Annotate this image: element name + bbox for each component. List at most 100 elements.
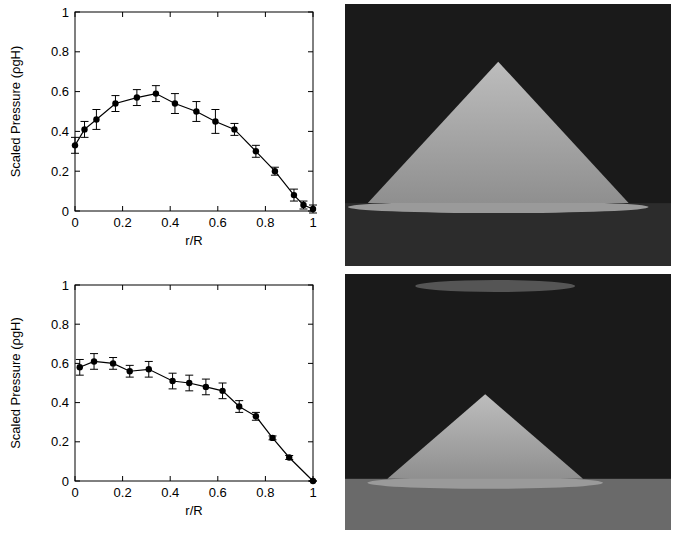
figure: 00.20.40.60.8100.20.40.60.81r/RScaled Pr… bbox=[0, 0, 675, 534]
x-tick bbox=[265, 206, 266, 211]
data-point bbox=[286, 454, 292, 460]
y-tick bbox=[75, 402, 80, 403]
y-tick bbox=[75, 171, 80, 172]
error-bar-cap bbox=[145, 361, 153, 362]
x-tick-label: 0.2 bbox=[114, 215, 132, 230]
x-tick-label: 0.6 bbox=[209, 215, 227, 230]
error-bar-cap bbox=[185, 390, 193, 391]
data-point bbox=[110, 360, 116, 366]
error-bar-cap bbox=[81, 137, 89, 138]
x-tick bbox=[75, 285, 76, 290]
data-point bbox=[212, 118, 218, 124]
photo-background bbox=[345, 274, 671, 530]
error-bar-cap bbox=[152, 101, 160, 102]
error-bar bbox=[252, 412, 260, 420]
x-tick bbox=[122, 476, 123, 481]
y-tick bbox=[75, 211, 80, 212]
photo-sandpile bbox=[387, 394, 583, 478]
data-point bbox=[231, 126, 237, 132]
error-bar bbox=[309, 205, 317, 213]
data-point bbox=[310, 478, 316, 484]
error-bar-cap bbox=[133, 105, 141, 106]
y-tick bbox=[75, 481, 80, 482]
error-bar bbox=[169, 373, 177, 389]
error-bar-cap bbox=[192, 101, 200, 102]
x-tick-label: 0 bbox=[71, 485, 78, 500]
y-tick-label: 1 bbox=[62, 278, 69, 293]
error-bar-cap bbox=[145, 377, 153, 378]
error-bar-cap bbox=[169, 388, 177, 389]
y-tick bbox=[308, 363, 313, 364]
data-point bbox=[310, 206, 316, 212]
data-area bbox=[71, 86, 317, 213]
error-bar-cap bbox=[235, 412, 243, 413]
data-point bbox=[153, 90, 159, 96]
error-bar bbox=[171, 94, 179, 114]
x-tick-label: 0.2 bbox=[114, 485, 132, 500]
y-tick bbox=[75, 131, 80, 132]
photo-hopper bbox=[415, 280, 575, 292]
error-bar-cap bbox=[230, 135, 238, 136]
data-point bbox=[169, 378, 175, 384]
error-bar-cap bbox=[111, 95, 119, 96]
error-bar bbox=[192, 102, 200, 122]
error-bar-cap bbox=[252, 412, 260, 413]
x-tick bbox=[217, 476, 218, 481]
x-tick bbox=[313, 285, 314, 290]
error-bar bbox=[252, 145, 260, 157]
error-bar-cap bbox=[219, 383, 227, 384]
error-bar-cap bbox=[230, 123, 238, 124]
error-bar bbox=[235, 401, 243, 413]
y-tick bbox=[308, 91, 313, 92]
data-point bbox=[236, 403, 242, 409]
error-bar bbox=[76, 359, 84, 375]
y-tick bbox=[308, 12, 313, 13]
data-point bbox=[127, 368, 133, 374]
y-tick bbox=[75, 363, 80, 364]
error-bar-cap bbox=[219, 398, 227, 399]
data-point bbox=[93, 116, 99, 122]
error-bar-cap bbox=[169, 373, 177, 374]
error-bar-cap bbox=[211, 133, 219, 134]
x-tick bbox=[217, 285, 218, 290]
x-tick bbox=[217, 206, 218, 211]
x-axis-title: r/R bbox=[185, 503, 202, 518]
error-bar bbox=[219, 383, 227, 399]
error-bar bbox=[81, 121, 89, 137]
x-tick bbox=[75, 12, 76, 17]
error-bar-cap bbox=[71, 153, 79, 154]
x-tick bbox=[75, 476, 76, 481]
data-point bbox=[172, 100, 178, 106]
y-tick bbox=[75, 285, 80, 286]
error-bar-cap bbox=[290, 201, 298, 202]
plot-frame bbox=[75, 12, 313, 211]
x-tick bbox=[265, 476, 266, 481]
data-point bbox=[77, 364, 83, 370]
plot-frame bbox=[75, 285, 313, 481]
error-bar bbox=[126, 365, 134, 377]
error-bar bbox=[133, 90, 141, 106]
error-bar-cap bbox=[290, 189, 298, 190]
error-bar-cap bbox=[126, 365, 134, 366]
error-bar bbox=[109, 358, 117, 370]
error-bar bbox=[211, 110, 219, 134]
y-tick-label: 0.4 bbox=[51, 124, 69, 139]
data-point bbox=[134, 94, 140, 100]
error-bar-cap bbox=[152, 85, 160, 86]
data-point bbox=[193, 108, 199, 114]
data-point bbox=[91, 358, 97, 364]
error-bar-cap bbox=[81, 121, 89, 122]
data-point bbox=[253, 148, 259, 154]
y-tick-label: 0.2 bbox=[51, 164, 69, 179]
error-bar-cap bbox=[211, 109, 219, 110]
series-line bbox=[80, 361, 313, 481]
y-tick-label: 0.2 bbox=[51, 434, 69, 449]
error-bar-cap bbox=[76, 359, 84, 360]
chart: 00.20.40.60.8100.20.40.60.81r/RScaled Pr… bbox=[8, 5, 317, 249]
error-bar-cap bbox=[299, 201, 307, 202]
x-tick-label: 0.6 bbox=[209, 485, 227, 500]
photo-background bbox=[345, 4, 671, 266]
error-bar-cap bbox=[185, 375, 193, 376]
y-tick bbox=[308, 131, 313, 132]
y-tick-label: 0.8 bbox=[51, 317, 69, 332]
